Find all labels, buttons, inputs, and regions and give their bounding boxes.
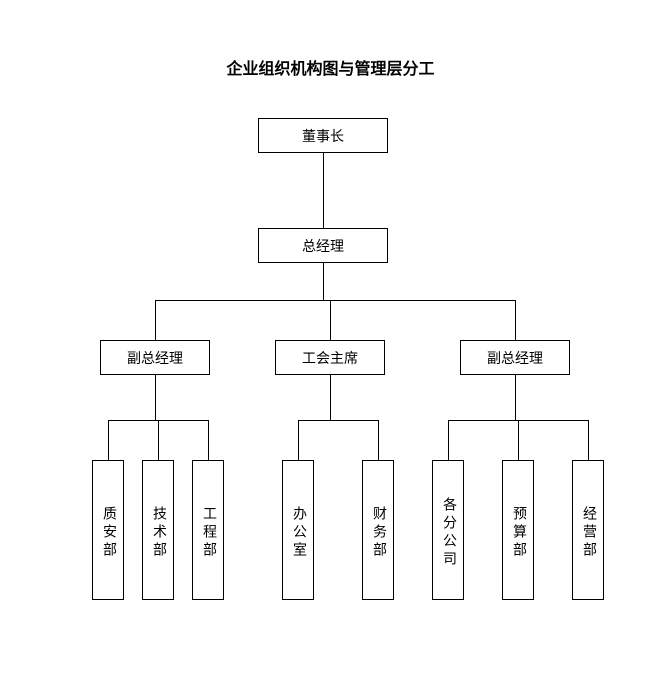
node-label: 预算部 xyxy=(508,506,528,560)
edge xyxy=(158,420,159,460)
edge xyxy=(323,153,324,228)
node-office: 办公室 xyxy=(282,460,314,600)
node-label: 总经理 xyxy=(302,236,344,256)
node-qa: 质安部 xyxy=(92,460,124,600)
node-tech: 技术部 xyxy=(142,460,174,600)
node-budget: 预算部 xyxy=(502,460,534,600)
edge xyxy=(155,375,156,420)
node-eng: 工程部 xyxy=(192,460,224,600)
edge xyxy=(108,420,109,460)
node-label: 各分公司 xyxy=(438,497,458,569)
org-chart-canvas: 企业组织机构图与管理层分工 董事长 总经理 副总经理 工会主席 副总经理 质安部 xyxy=(0,0,661,700)
chart-title: 企业组织机构图与管理层分工 xyxy=(0,55,661,79)
node-chairman: 董事长 xyxy=(258,118,388,153)
edge xyxy=(155,300,156,340)
node-vgm-left: 副总经理 xyxy=(100,340,210,375)
node-label: 技术部 xyxy=(148,506,168,560)
node-label: 质安部 xyxy=(98,506,118,560)
edge xyxy=(588,420,589,460)
edge xyxy=(323,263,324,300)
node-union: 工会主席 xyxy=(275,340,385,375)
node-label: 办公室 xyxy=(288,506,308,560)
edge xyxy=(518,420,519,460)
edge xyxy=(330,375,331,420)
edge xyxy=(298,420,378,421)
edge xyxy=(208,420,209,460)
node-label: 工会主席 xyxy=(302,348,358,368)
node-label: 副总经理 xyxy=(487,348,543,368)
edge xyxy=(448,420,449,460)
node-branches: 各分公司 xyxy=(432,460,464,600)
node-label: 财务部 xyxy=(368,506,388,560)
edge xyxy=(378,420,379,460)
node-label: 工程部 xyxy=(198,506,218,560)
node-label: 副总经理 xyxy=(127,348,183,368)
node-label: 董事长 xyxy=(302,126,344,146)
node-finance: 财务部 xyxy=(362,460,394,600)
edge xyxy=(515,375,516,420)
edge xyxy=(298,420,299,460)
edge xyxy=(515,300,516,340)
node-label: 经营部 xyxy=(578,506,598,560)
node-ops: 经营部 xyxy=(572,460,604,600)
node-gm: 总经理 xyxy=(258,228,388,263)
edge xyxy=(155,300,515,301)
edge xyxy=(330,300,331,340)
node-vgm-right: 副总经理 xyxy=(460,340,570,375)
